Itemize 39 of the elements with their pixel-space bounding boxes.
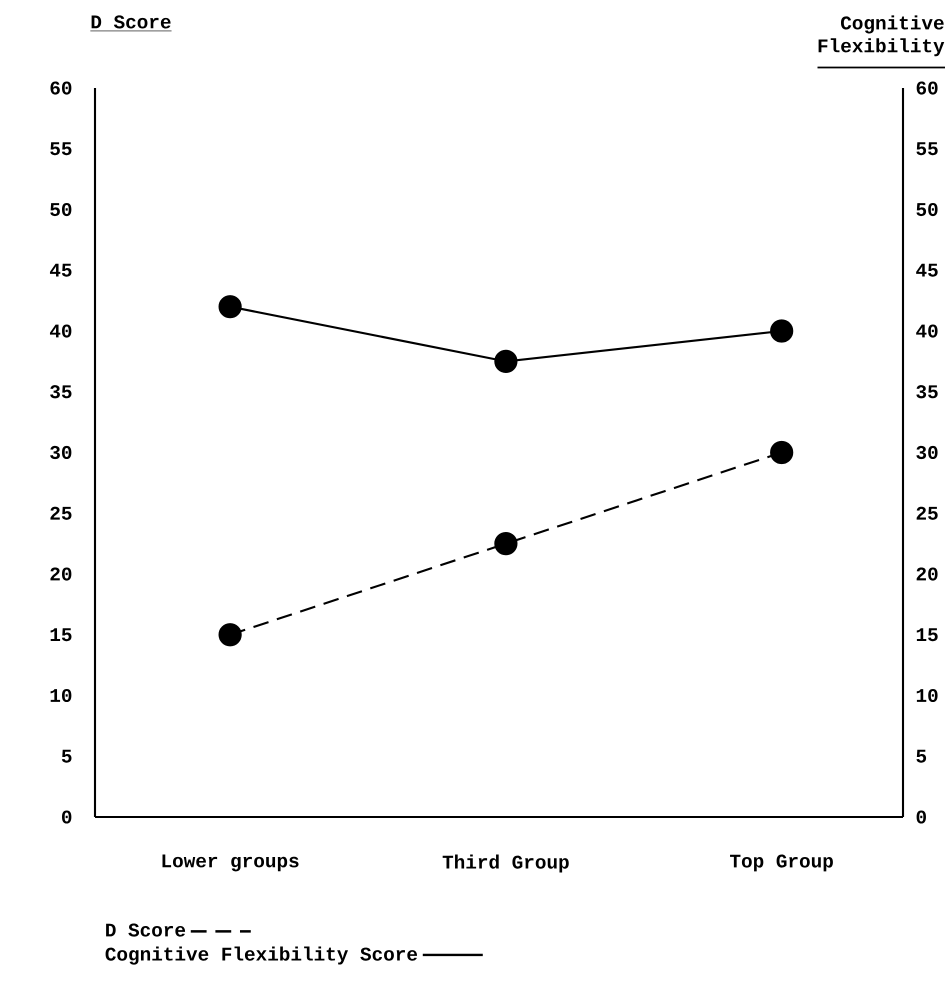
y2-tick-label: 15 (916, 628, 938, 642)
y-axis-title: D Score (92, 15, 171, 28)
y-tick-label: 50 (50, 202, 72, 216)
y-tick-label: 45 (50, 264, 72, 277)
x-tick-label: Lower groups (162, 854, 299, 872)
y-tick-label: 10 (50, 688, 72, 702)
y2-tick-label: 60 (916, 81, 938, 95)
y-tick-label: 55 (50, 142, 72, 156)
point (494, 350, 518, 373)
y-tick-label: 15 (50, 628, 72, 642)
y2-tick-label: 40 (916, 324, 938, 338)
y-tick-label: 20 (50, 567, 72, 581)
y-tick-label: 35 (50, 385, 72, 398)
y2-tick-label: 0 (916, 810, 926, 824)
x-tick-label: Top Group (730, 854, 833, 872)
y2-tick-label: 50 (916, 202, 938, 216)
y2-tick-label: 55 (916, 142, 938, 156)
y-tick-label: 25 (50, 506, 72, 520)
y2-tick-label: 25 (916, 506, 938, 520)
y-tick-label: 0 (62, 810, 72, 824)
y-tick-label: 40 (50, 324, 72, 338)
y2-tick-label: 30 (916, 446, 938, 460)
y-tick-label: 60 (50, 81, 72, 95)
point (218, 295, 242, 318)
point (770, 319, 794, 343)
y-tick-label: 30 (50, 446, 72, 460)
point (770, 440, 794, 464)
legend-label: Cognitive Flexibility Score (106, 946, 418, 965)
y2-tick-label: 45 (916, 264, 938, 277)
y-tick-label: 5 (62, 750, 72, 763)
y2-tick-label: 10 (916, 688, 938, 702)
y2-tick-label: 5 (916, 750, 926, 763)
y2-tick-label: 20 (916, 567, 938, 581)
point (494, 532, 518, 556)
x-tick-label: Third Group (442, 854, 569, 872)
point (218, 623, 242, 646)
legend-label: D Score (106, 923, 186, 937)
y2-tick-label: 35 (916, 385, 938, 398)
y2-axis-title: Cognitive Flexibility (818, 15, 944, 56)
